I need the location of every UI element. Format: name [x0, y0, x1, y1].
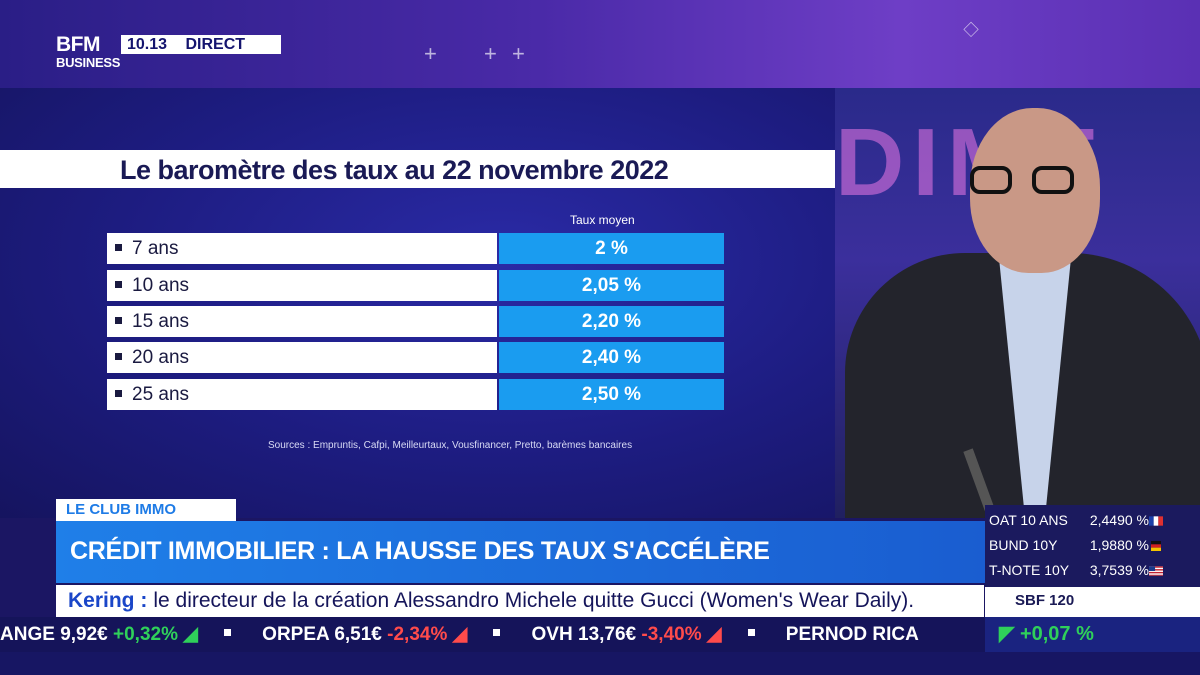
- graphic-title: Le baromètre des taux au 22 novembre 202…: [120, 155, 669, 185]
- ticker-price: 9,92€: [60, 624, 108, 645]
- row-rate: 2,20 %: [499, 306, 724, 337]
- ticker-change: -3,40%: [641, 624, 702, 645]
- ticker-price: 13,76€: [578, 624, 637, 645]
- index-label: SBF 120: [1015, 592, 1075, 609]
- row-rate: 2 %: [499, 233, 724, 264]
- headline-text: CRÉDIT IMMOBILIER : LA HAUSSE DES TAUX S…: [70, 537, 770, 565]
- clock-time: 10.13: [127, 36, 168, 53]
- graphic-title-banner: Le baromètre des taux au 22 novembre 202…: [0, 150, 835, 188]
- bullet-icon: [115, 244, 122, 251]
- bottom-strip: [0, 652, 1200, 675]
- row-rate: 2,50 %: [499, 379, 724, 410]
- row-duration: 25 ans: [132, 384, 190, 405]
- table-row: 15 ans 2,20 %: [107, 306, 724, 337]
- arrow-down-icon: ◢: [447, 624, 468, 645]
- ticker-item: PERNOD RICA: [786, 617, 919, 652]
- arrow-up-icon: ◢: [178, 624, 198, 645]
- row-duration: 7 ans: [132, 238, 179, 259]
- rate-name: BUND 10Y: [989, 537, 1058, 553]
- live-label: DIRECT: [185, 36, 246, 53]
- ticker-change: -2,34%: [387, 624, 448, 645]
- presenter-video: DIME: [835, 88, 1200, 518]
- rate-row: OAT 10 ANS 2,4490 %: [985, 508, 1200, 533]
- ticker-item: ORPEA 6,51€ -2,34% ◢: [262, 617, 467, 652]
- rate-row: T-NOTE 10Y 3,7539 %: [985, 558, 1200, 583]
- france-flag-icon: [1149, 516, 1163, 526]
- channel-logo: BFM BUSINESS: [56, 34, 120, 69]
- row-duration: 15 ans: [132, 311, 190, 332]
- table-row: 7 ans 2 %: [107, 233, 724, 264]
- row-rate: 2,40 %: [499, 342, 724, 373]
- ticker-name: ANGE: [0, 624, 55, 645]
- index-label-strip: SBF 120: [985, 587, 1200, 617]
- separator-icon: [223, 629, 231, 636]
- news-text: le directeur de la création Alessandro M…: [153, 589, 915, 612]
- table-row: 10 ans 2,05 %: [107, 270, 724, 301]
- sources-note: Sources : Empruntis, Cafpi, Meilleurtaux…: [268, 440, 633, 451]
- rates-graphic-panel: Le baromètre des taux au 22 novembre 202…: [0, 88, 835, 518]
- separator-icon: [747, 629, 755, 636]
- bullet-icon: [115, 281, 122, 288]
- table-row: 20 ans 2,40 %: [107, 342, 724, 373]
- index-change: +0,07 %: [1019, 623, 1094, 645]
- rate-value: 2,4490 %: [1089, 512, 1149, 528]
- germany-flag-icon: [1151, 541, 1161, 551]
- ticker-item: ANGE 9,92€ +0,32% ◢: [0, 617, 198, 652]
- column-header: Taux moyen: [570, 213, 635, 227]
- bond-rates-box: OAT 10 ANS 2,4490 % BUND 10Y 1,9880 % T-NO…: [985, 505, 1200, 587]
- row-duration: 10 ans: [132, 275, 190, 296]
- row-duration: 20 ans: [132, 347, 190, 368]
- stock-ticker: ANGE 9,92€ +0,32% ◢ ORPEA 6,51€ -2,34% ◢…: [0, 617, 985, 652]
- rate-name: T-NOTE 10Y: [989, 562, 1070, 578]
- show-tag: LE CLUB IMMO: [56, 499, 236, 521]
- ticker-price: 6,51€: [334, 624, 382, 645]
- headline-banner: CRÉDIT IMMOBILIER : LA HAUSSE DES TAUX S…: [56, 521, 986, 583]
- ticker-name: OVH: [531, 624, 573, 645]
- bullet-icon: [115, 317, 122, 324]
- ticker-name: PERNOD RICA: [785, 624, 919, 645]
- sparkle-icon: +: [424, 41, 437, 66]
- table-row: 25 ans 2,50 %: [107, 379, 724, 410]
- arrow-down-icon: ◢: [701, 624, 722, 645]
- rate-value: 3,7539 %: [1089, 562, 1149, 578]
- separator-icon: [493, 629, 501, 636]
- sparkle-icon: +: [484, 41, 497, 66]
- rate-value: 1,9880 %: [1089, 537, 1149, 553]
- arrow-up-icon: ◤: [999, 623, 1020, 645]
- channel-header: BFM BUSINESS 10.13 DIRECT + + + □: [0, 0, 1200, 88]
- logo-line-1: BFM: [56, 33, 101, 56]
- row-rate: 2,05 %: [499, 270, 724, 301]
- diamond-icon: □: [960, 18, 983, 40]
- rate-row: BUND 10Y 1,9880 %: [985, 533, 1200, 558]
- ticker-name: ORPEA: [262, 624, 330, 645]
- glasses-icon: [970, 166, 1092, 196]
- live-clock-box: 10.13 DIRECT: [121, 35, 281, 54]
- news-crawl: Kering : le directeur de la création Ales…: [56, 585, 984, 617]
- ticker-item: OVH 13,76€ -3,40% ◢: [532, 617, 722, 652]
- news-brand: Kering :: [68, 589, 148, 612]
- ticker-change: +0,32%: [113, 624, 178, 645]
- rate-name: OAT 10 ANS: [989, 512, 1068, 528]
- logo-line-2: BUSINESS: [56, 55, 121, 70]
- bullet-icon: [115, 390, 122, 397]
- bullet-icon: [115, 353, 122, 360]
- usa-flag-icon: [1149, 566, 1163, 576]
- sparkle-icon: +: [512, 41, 525, 66]
- index-change-box: ◤ +0,07 %: [985, 617, 1200, 652]
